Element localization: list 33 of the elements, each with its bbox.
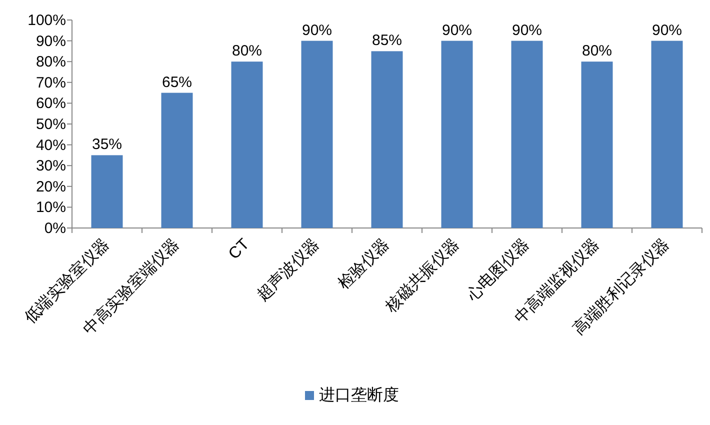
y-tick-label: 40% [36, 136, 66, 154]
data-label: 90% [652, 22, 682, 39]
data-label: 90% [302, 22, 332, 39]
data-label: 65% [162, 74, 192, 91]
y-tick-label: 0% [44, 220, 66, 237]
x-tick-label: 检验仪器 [334, 235, 393, 294]
y-tick-label: 80% [36, 54, 66, 71]
bar [581, 62, 613, 228]
bar [91, 155, 123, 228]
y-tick-label: 30% [36, 158, 66, 175]
y-tick-label: 60% [36, 95, 66, 112]
legend-label: 进口垄断度 [319, 386, 399, 404]
bar [301, 40, 333, 228]
data-label: 90% [442, 22, 472, 39]
data-label: 90% [512, 22, 542, 39]
data-label: 85% [372, 32, 402, 50]
y-tick-label: 90% [36, 32, 66, 50]
y-tick-label: 70% [36, 74, 66, 92]
y-tick-label: 100% [28, 12, 66, 29]
y-tick-label: 20% [36, 178, 66, 196]
data-label: 35% [92, 136, 122, 154]
bar [231, 62, 263, 228]
bar [161, 92, 193, 228]
data-label: 80% [232, 42, 262, 60]
y-tick-label: 50% [36, 116, 66, 133]
x-tick-label: CT [226, 236, 253, 263]
data-label: 80% [582, 42, 612, 60]
bar [441, 40, 473, 228]
bar [371, 51, 403, 228]
bar [511, 40, 543, 228]
x-tick-label: 超声波仪器 [254, 235, 323, 304]
bar [651, 40, 683, 228]
y-tick-label: 10% [36, 199, 66, 216]
